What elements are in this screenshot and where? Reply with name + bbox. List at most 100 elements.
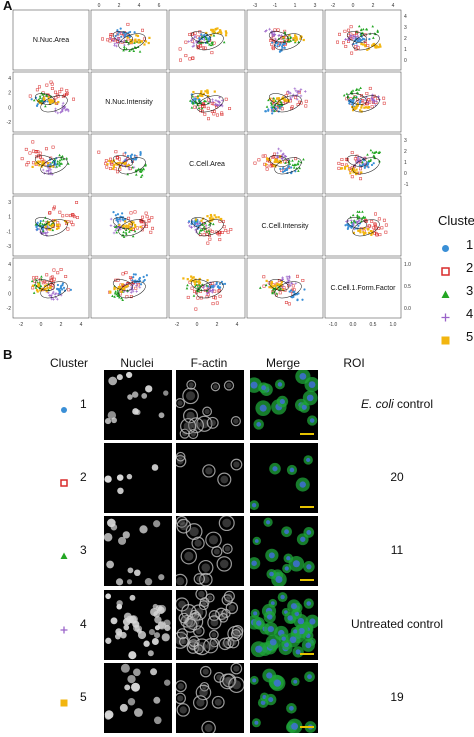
matrix-cell	[168, 195, 246, 257]
legend-label: 5	[466, 329, 474, 344]
merge-image	[250, 370, 318, 440]
matrix-cell	[324, 9, 402, 71]
bottom-tick-label: 2	[216, 322, 219, 328]
top-tick-label: -3	[253, 3, 258, 9]
confidence-ellipse	[268, 279, 289, 291]
cluster-symbol	[60, 621, 68, 639]
right-tick-label: 3	[404, 25, 407, 31]
right-tick-label: -1	[404, 182, 409, 188]
factin-image	[176, 516, 244, 586]
roi-label: 11	[326, 543, 468, 557]
confidence-ellipse	[112, 31, 133, 43]
confidence-ellipse	[190, 31, 211, 43]
header-roi: ROI	[343, 356, 365, 370]
scatter-points	[188, 89, 232, 121]
legend-label: 2	[466, 260, 474, 275]
bottom-tick-label: 0.0	[350, 322, 357, 328]
scatterplot-matrix: N.Nuc.Area N.Nuc.Intensity C.Cell.Area C.Ce…	[7, 3, 412, 328]
matrix-cell	[324, 71, 402, 133]
roi-label-text: 19	[390, 690, 404, 704]
confidence-ellipse	[40, 281, 68, 299]
confidence-ellipse	[274, 157, 302, 175]
scale-bar	[300, 579, 314, 581]
left-tick-label: -2	[7, 120, 12, 126]
variable-label: C.Cell.1.Form.Factor	[331, 285, 397, 292]
panel-b-label: B	[3, 347, 13, 362]
scatter-points	[30, 268, 72, 301]
cluster-number: 1	[80, 397, 87, 411]
top-tick-label: 2	[372, 3, 375, 9]
nuclei-image	[104, 663, 172, 733]
legend-symbol	[441, 240, 450, 258]
confidence-ellipse	[40, 157, 68, 175]
nuclei-image	[104, 516, 172, 586]
confidence-ellipse	[268, 93, 289, 105]
legend-title: Cluster	[438, 213, 474, 228]
cluster-symbol	[60, 694, 68, 712]
roi-label-text: 11	[390, 543, 404, 557]
top-tick-label: 2	[118, 3, 121, 9]
confidence-ellipse	[352, 95, 380, 113]
left-tick-label: -1	[7, 229, 12, 235]
right-tick-label: 0.5	[404, 284, 411, 290]
matrix-cell	[90, 257, 168, 319]
bottom-tick-label: 1.0	[390, 322, 397, 328]
confidence-ellipse	[196, 281, 224, 299]
confidence-ellipse	[118, 281, 146, 299]
roi-label: E. coli control	[326, 397, 468, 411]
header-merge: Merge	[265, 356, 300, 370]
factin-image	[176, 590, 244, 660]
confidence-ellipse	[274, 95, 302, 113]
top-tick-label: 3	[314, 3, 317, 9]
confidence-ellipse	[352, 157, 380, 175]
scatter-points	[337, 148, 382, 181]
confidence-ellipse	[190, 217, 211, 229]
bottom-tick-label: 4	[80, 322, 83, 328]
legend-label: 3	[466, 283, 474, 298]
roi-label: 19	[326, 690, 468, 704]
matrix-cell	[324, 195, 402, 257]
right-tick-label: 1	[404, 160, 407, 166]
legend-symbol	[441, 332, 450, 350]
scale-bar	[300, 653, 314, 655]
scatter-points	[187, 213, 233, 245]
legend-symbol	[441, 309, 450, 327]
legend-label: 4	[466, 306, 474, 321]
confidence-ellipse	[40, 219, 68, 237]
nuclei-image	[104, 590, 172, 660]
roi-label-italic: E. coli	[360, 397, 394, 411]
factin-image	[176, 443, 244, 513]
confidence-ellipse	[34, 279, 55, 291]
right-tick-label: 2	[404, 149, 407, 155]
header-factin: F-actin	[190, 356, 228, 370]
left-tick-label: 2	[8, 277, 11, 283]
header-cluster: Cluster	[50, 356, 89, 370]
legend-symbol	[441, 263, 450, 281]
cluster-symbol	[60, 547, 68, 565]
confidence-ellipse	[118, 219, 146, 237]
cluster-number: 5	[80, 690, 87, 704]
variable-label: C.Cell.Intensity	[261, 223, 309, 230]
merge-image	[250, 516, 318, 586]
confidence-ellipse	[112, 279, 133, 291]
confidence-ellipse	[34, 155, 55, 167]
scatter-points	[182, 275, 227, 311]
confidence-ellipse	[196, 95, 224, 113]
left-tick-label: -2	[7, 306, 12, 312]
panel-a-label: A	[3, 0, 13, 13]
roi-label-text: control	[393, 397, 434, 411]
merge-image	[250, 443, 318, 513]
scale-bar	[300, 506, 314, 508]
confidence-ellipse	[196, 33, 224, 51]
variable-label: N.Nuc.Area	[33, 37, 69, 44]
scatter-points	[109, 210, 155, 238]
header-nuclei: Nuclei	[120, 356, 154, 370]
scale-bar	[300, 726, 314, 728]
cluster-symbol	[60, 401, 68, 419]
right-tick-label: 4	[404, 14, 407, 20]
confidence-ellipse	[190, 279, 211, 291]
matrix-cell	[246, 195, 324, 257]
bottom-tick-label: 0.5	[370, 322, 377, 328]
legend-label: 1	[466, 237, 474, 252]
confidence-ellipse	[346, 217, 367, 229]
